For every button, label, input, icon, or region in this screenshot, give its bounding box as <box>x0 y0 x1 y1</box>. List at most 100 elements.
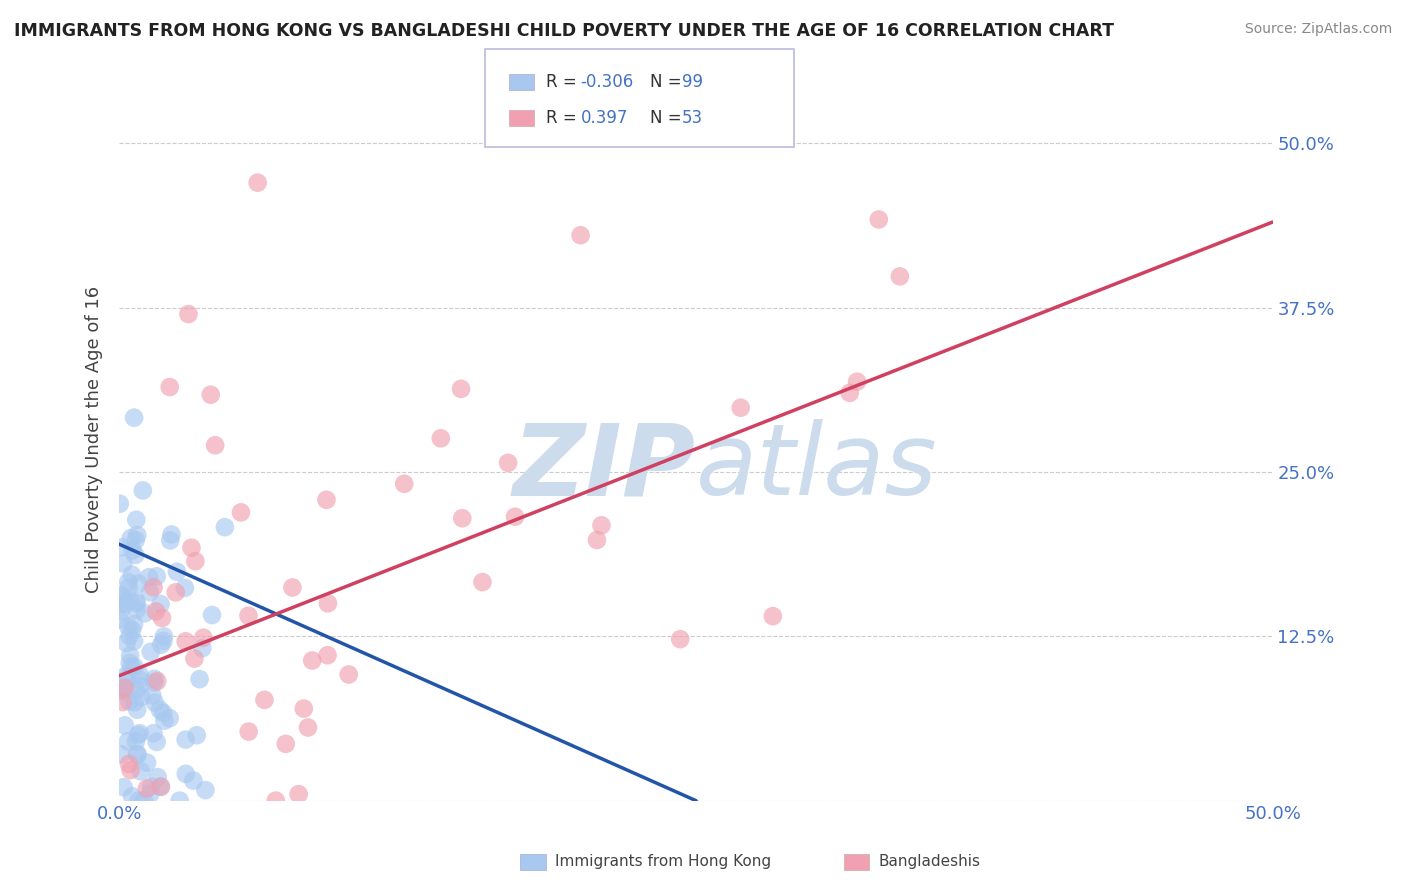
Text: Bangladeshis: Bangladeshis <box>879 855 981 869</box>
Y-axis label: Child Poverty Under the Age of 16: Child Poverty Under the Age of 16 <box>86 285 103 592</box>
Point <box>127 747 149 762</box>
Point <box>145 569 167 583</box>
Point <box>143 675 166 690</box>
Point <box>193 631 215 645</box>
Text: 99: 99 <box>682 73 703 91</box>
Text: atlas: atlas <box>696 419 938 516</box>
Point <box>129 690 152 705</box>
Point <box>128 726 150 740</box>
Point <box>586 533 609 547</box>
Point <box>450 382 472 396</box>
Point <box>117 734 139 748</box>
Point <box>118 629 141 643</box>
Point <box>169 794 191 808</box>
Point <box>838 385 860 400</box>
Point <box>180 541 202 555</box>
Point <box>149 780 172 794</box>
Point <box>183 773 205 788</box>
Point <box>121 789 143 804</box>
Point <box>139 585 162 599</box>
Point <box>730 401 752 415</box>
Point <box>141 688 163 702</box>
Point <box>569 228 592 243</box>
Point <box>159 533 181 548</box>
Point <box>451 511 474 525</box>
Point <box>200 387 222 401</box>
Point <box>129 764 152 779</box>
Point <box>149 597 172 611</box>
Point <box>132 483 155 498</box>
Point <box>127 703 149 717</box>
Point <box>125 596 148 610</box>
Text: N =: N = <box>650 73 686 91</box>
Point <box>127 728 149 742</box>
Text: -0.306: -0.306 <box>581 73 634 91</box>
Point <box>114 681 136 695</box>
Point <box>110 597 132 611</box>
Text: Source: ZipAtlas.com: Source: ZipAtlas.com <box>1244 22 1392 37</box>
Point <box>121 543 143 558</box>
Point <box>149 780 172 794</box>
Point <box>124 660 146 674</box>
Point <box>152 706 174 720</box>
Point <box>591 518 613 533</box>
Point <box>392 476 415 491</box>
Point <box>110 747 132 762</box>
Point <box>496 456 519 470</box>
Point <box>125 603 148 617</box>
Point <box>152 634 174 648</box>
Point <box>120 648 142 663</box>
Point <box>115 668 138 682</box>
Point <box>201 608 224 623</box>
Point <box>846 375 869 389</box>
Point <box>117 619 139 633</box>
Point <box>112 683 135 698</box>
Point <box>274 737 297 751</box>
Point <box>142 726 165 740</box>
Point <box>112 780 135 795</box>
Point <box>112 557 135 571</box>
Point <box>238 724 260 739</box>
Point <box>204 438 226 452</box>
Point <box>128 673 150 687</box>
Point <box>188 672 211 686</box>
Text: R =: R = <box>546 73 582 91</box>
Text: Immigrants from Hong Kong: Immigrants from Hong Kong <box>555 855 772 869</box>
Point <box>868 212 890 227</box>
Point <box>118 581 141 595</box>
Point <box>125 513 148 527</box>
Point <box>281 581 304 595</box>
Point <box>145 735 167 749</box>
Point <box>120 763 142 777</box>
Point <box>149 703 172 717</box>
Point <box>159 380 181 394</box>
Point <box>889 269 911 284</box>
Point <box>316 596 339 610</box>
Point <box>229 505 252 519</box>
Point <box>138 570 160 584</box>
Point <box>287 787 309 801</box>
Point <box>121 567 143 582</box>
Point <box>124 695 146 709</box>
Point <box>471 575 494 590</box>
Point <box>669 632 692 647</box>
Point <box>125 747 148 762</box>
Point <box>112 590 135 604</box>
Text: ZIP: ZIP <box>513 419 696 516</box>
Point <box>128 576 150 591</box>
Point <box>143 672 166 686</box>
Point <box>174 732 197 747</box>
Point <box>128 679 150 693</box>
Point <box>117 574 139 589</box>
Point <box>114 718 136 732</box>
Point <box>136 756 159 770</box>
Point <box>153 714 176 728</box>
Point <box>120 659 142 673</box>
Point <box>115 672 138 686</box>
Text: IMMIGRANTS FROM HONG KONG VS BANGLADESHI CHILD POVERTY UNDER THE AGE OF 16 CORRE: IMMIGRANTS FROM HONG KONG VS BANGLADESHI… <box>14 22 1114 40</box>
Point <box>292 701 315 715</box>
Point <box>125 594 148 608</box>
Point <box>173 581 195 595</box>
Point <box>108 497 131 511</box>
Point <box>125 734 148 748</box>
